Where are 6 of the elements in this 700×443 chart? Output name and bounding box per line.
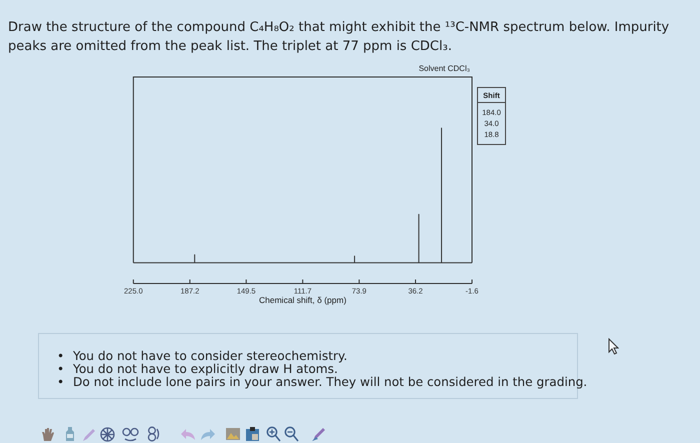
text: • You do not have to consider stereochemistry.: [57, 349, 348, 363]
x-axis-title: Chemical shift, δ (ppm): [258, 295, 347, 306]
chart-title: Draw the structure of the compound C₄H₈O₂ that might exhibit the ¹³C-NMR spectrum below. Impurity peaks are omitted from the peak list. The triplet at 77 ppm is CDCl₃.: [8, 19, 670, 56]
text: • You do not have to explicitly draw H atoms.: [57, 362, 338, 376]
text: Solvent CDCl₃: [418, 64, 470, 73]
text: • Do not include lone pairs in your answer. They will not be considered in the grading.: [57, 375, 588, 389]
